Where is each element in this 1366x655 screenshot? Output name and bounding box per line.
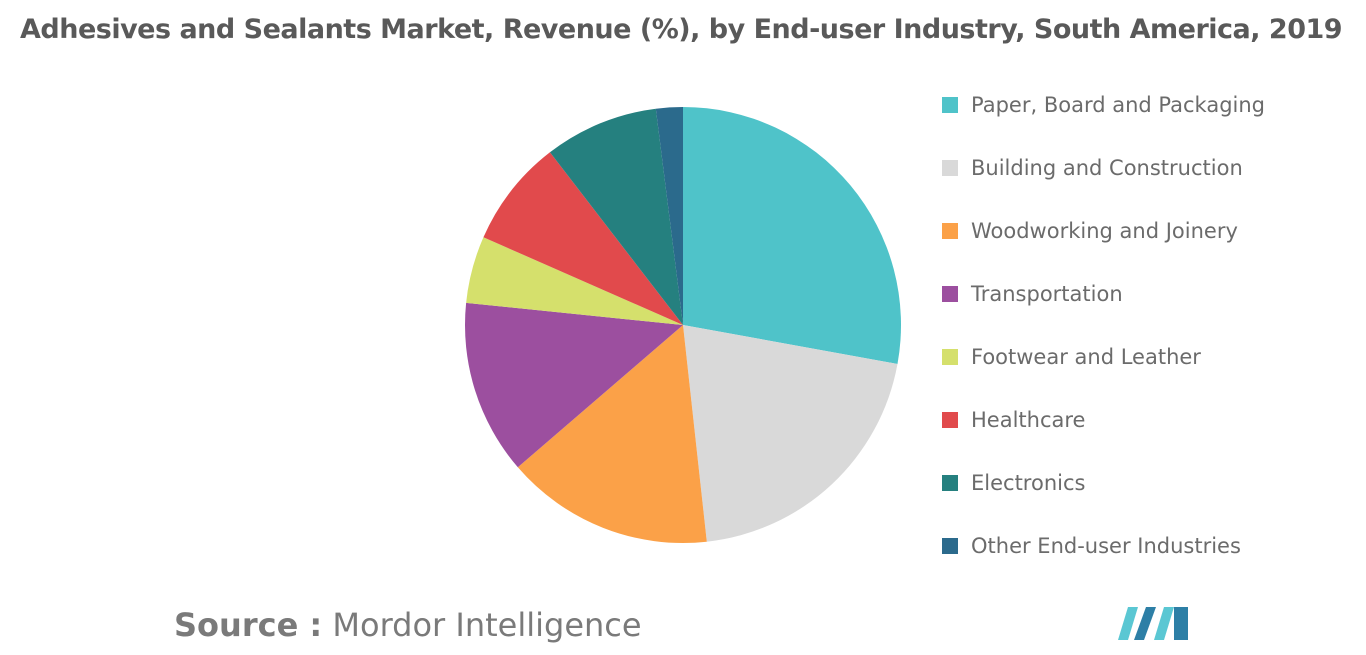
legend-swatch: [942, 475, 958, 491]
pie-slice-footwear-and-leather: [466, 237, 683, 325]
pie-slice-transportation: [464, 302, 683, 468]
legend-label: Healthcare: [971, 408, 1086, 432]
legend-label: Woodworking and Joinery: [971, 219, 1238, 243]
legend-item: Building and Construction: [942, 153, 1243, 183]
legend-swatch: [942, 538, 958, 554]
pie-slice-other-end-user-industries: [655, 107, 683, 325]
mordor-intelligence-logo-icon: [1118, 607, 1188, 640]
legend-item: Woodworking and Joinery: [942, 216, 1238, 246]
legend-item: Healthcare: [942, 405, 1085, 435]
source-line: Source : Mordor Intelligence: [174, 606, 642, 644]
source-name: Mordor Intelligence: [332, 606, 642, 644]
chart-title: Adhesives and Sealants Market, Revenue (…: [20, 14, 1343, 45]
legend-swatch: [942, 97, 958, 113]
legend-swatch: [942, 160, 958, 176]
pie-slice-electronics: [549, 108, 683, 325]
legend-label: Paper, Board and Packaging: [971, 93, 1265, 117]
legend-item: Electronics: [942, 468, 1085, 498]
legend-item: Paper, Board and Packaging: [942, 90, 1265, 120]
legend-label: Footwear and Leather: [971, 345, 1201, 369]
legend-item: Transportation: [942, 279, 1123, 309]
legend-swatch: [942, 412, 958, 428]
legend-swatch: [942, 349, 958, 365]
legend-item: Footwear and Leather: [942, 342, 1201, 372]
legend-label: Other End-user Industries: [971, 534, 1241, 558]
pie-slice-woodworking-and-joinery: [517, 325, 707, 543]
legend-label: Electronics: [971, 471, 1086, 495]
source-prefix: Source :: [174, 606, 323, 644]
pie-slice-healthcare: [483, 152, 683, 325]
legend-swatch: [942, 286, 958, 302]
legend-item: Other End-user Industries: [942, 531, 1241, 561]
legend-label: Building and Construction: [971, 156, 1243, 180]
pie-slice-building-and-construction: [683, 325, 898, 542]
pie-slice-paper-board-and-packaging: [683, 107, 901, 364]
legend-label: Transportation: [971, 282, 1123, 306]
legend-swatch: [942, 223, 958, 239]
